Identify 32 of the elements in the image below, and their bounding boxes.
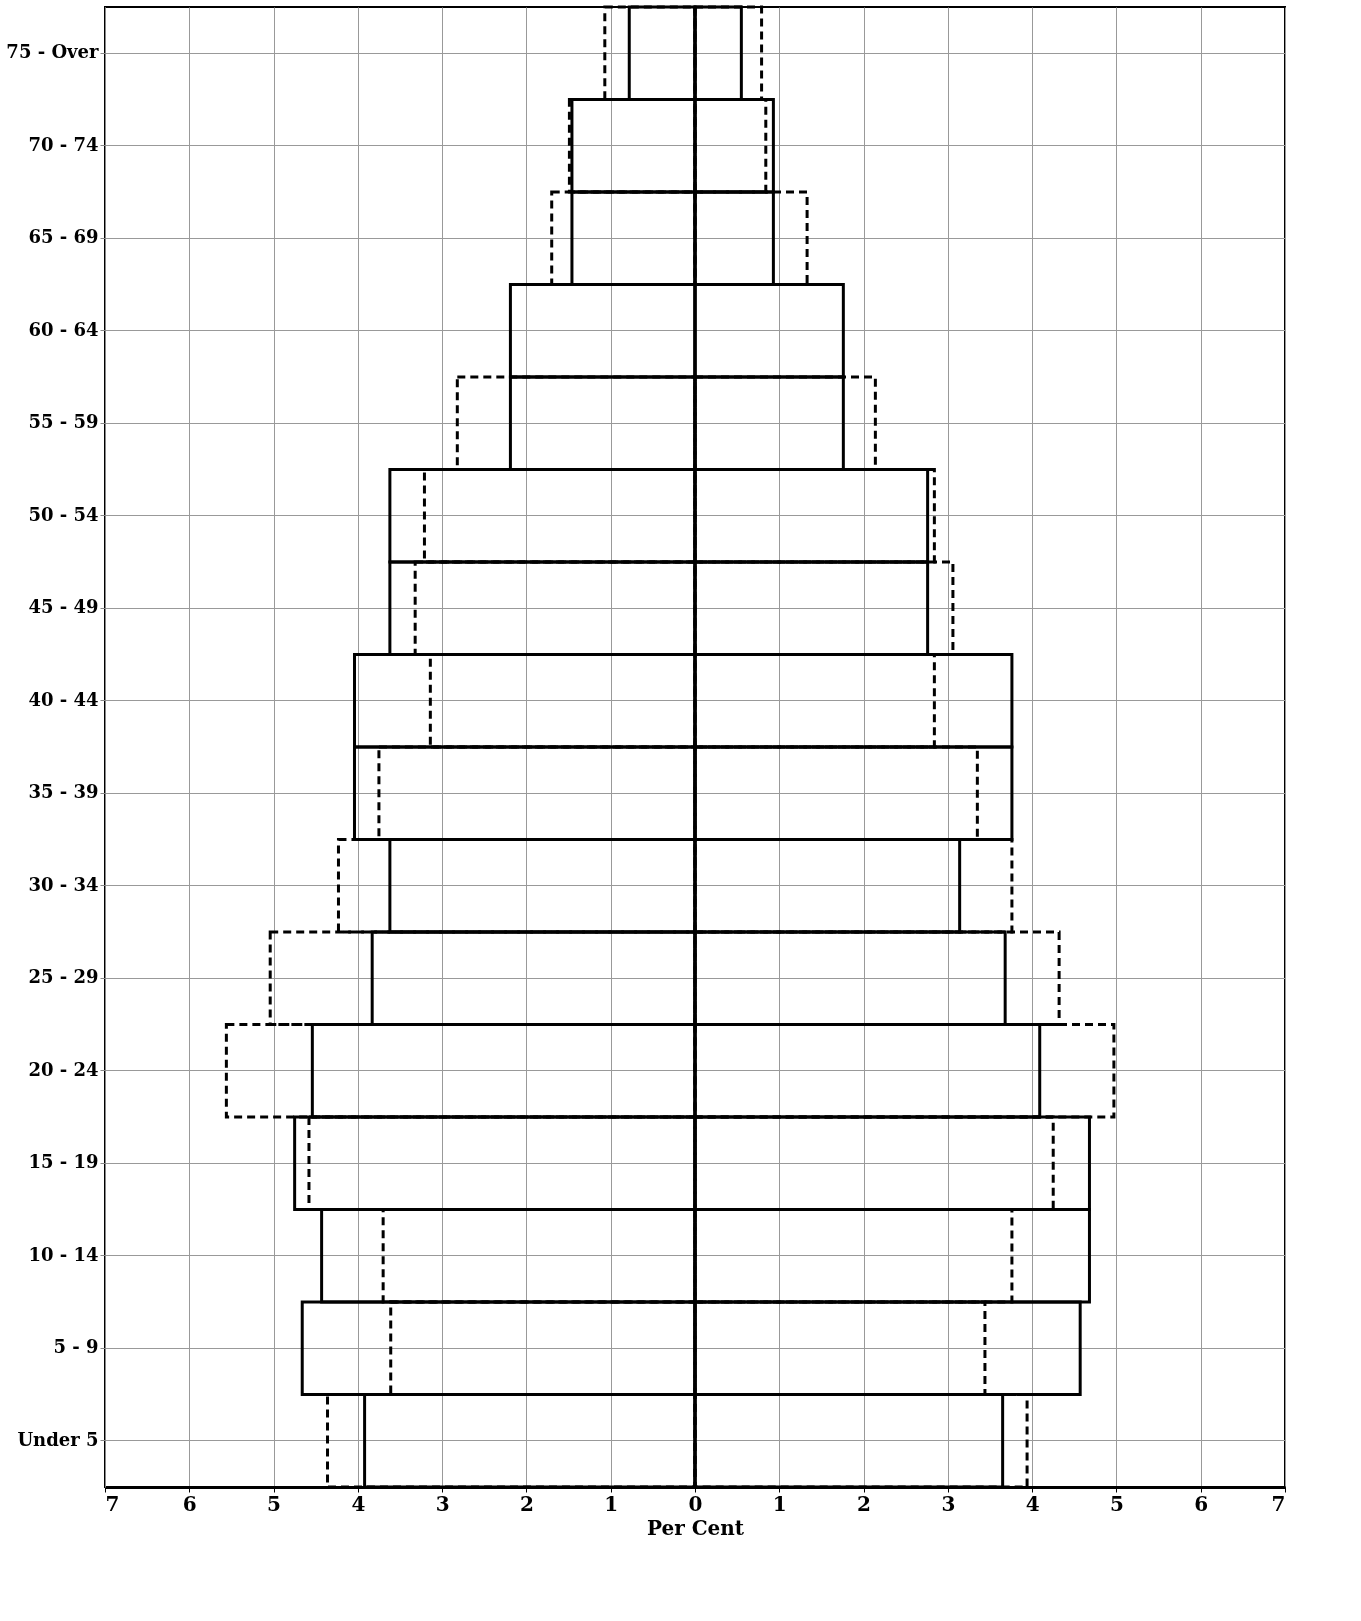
x-tick-label: 2 [519, 1491, 534, 1516]
x-tick-label: 4 [351, 1491, 366, 1516]
y-tick-label: 30 - 34 [28, 873, 99, 895]
x-tick-label: 2 [857, 1491, 872, 1516]
y-tick-label: 40 - 44 [28, 688, 99, 710]
x-tick-label: 5 [267, 1491, 282, 1516]
y-tick-label: Under 5 [17, 1428, 99, 1450]
y-tick-label: 5 - 9 [53, 1336, 99, 1358]
x-tick-label: 7 [105, 1491, 120, 1516]
x-tick-label: 1 [772, 1491, 787, 1516]
y-tick-label: 60 - 64 [28, 318, 99, 340]
x-tick-label: 3 [941, 1491, 956, 1516]
y-tick-label: 15 - 19 [28, 1151, 99, 1173]
y-tick-label: 45 - 49 [28, 596, 99, 618]
y-tick-label: 55 - 59 [28, 411, 99, 433]
y-tick-label: 20 - 24 [28, 1058, 99, 1080]
y-tick-label: 35 - 39 [28, 781, 99, 803]
y-tick-label: 65 - 69 [28, 226, 99, 248]
x-tick-label: 6 [1194, 1491, 1209, 1516]
x-tick-label: 4 [1025, 1491, 1040, 1516]
x-tick-label: 7 [1271, 1491, 1286, 1516]
x-tick-label: 1 [604, 1491, 619, 1516]
y-tick-label: 10 - 14 [28, 1243, 99, 1265]
y-tick-label: 50 - 54 [28, 503, 99, 525]
x-tick-label: 3 [435, 1491, 450, 1516]
y-tick-label: 25 - 29 [28, 966, 99, 988]
y-tick-label: 75 - Over [6, 41, 99, 63]
x-tick-label: 5 [1109, 1491, 1124, 1516]
x-tick-label: 0 [688, 1491, 703, 1516]
x-tick-label: 6 [182, 1491, 197, 1516]
y-tick-label: 70 - 74 [28, 133, 99, 155]
x-axis-title: Per Cent [646, 1515, 745, 1540]
